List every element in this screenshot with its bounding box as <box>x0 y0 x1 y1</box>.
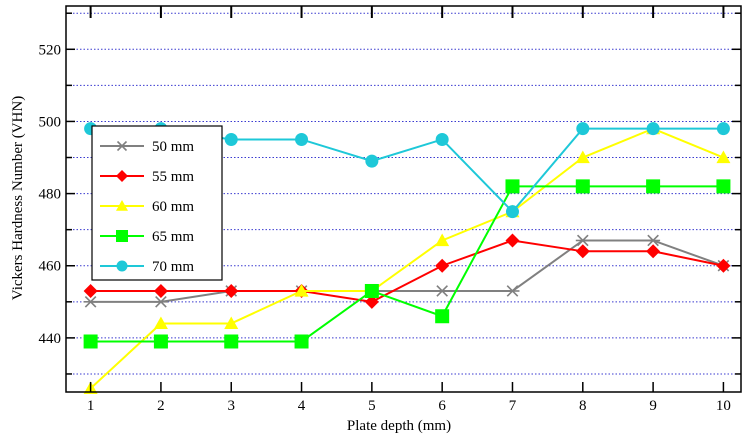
marker-square <box>646 179 661 194</box>
series-line <box>90 239 724 303</box>
marker-diamond <box>435 258 450 273</box>
series-layer <box>83 121 731 394</box>
marker-asterisk-stroke <box>436 285 448 297</box>
marker-circle <box>505 205 519 219</box>
marker-square <box>716 179 731 194</box>
y-tick-label: 520 <box>39 42 62 58</box>
y-axis-title: Vickers Hardness Number (VHN) <box>10 96 26 300</box>
marker-asterisk-stroke <box>116 140 128 152</box>
legend-label: 60 mm <box>152 199 194 215</box>
x-tick-label: 7 <box>509 398 517 414</box>
marker-diamond <box>646 244 661 259</box>
marker-square <box>294 334 309 349</box>
marker-triangle <box>435 233 450 247</box>
marker-asterisk-stroke <box>647 234 659 247</box>
marker-triangle <box>716 150 731 164</box>
series-line <box>90 185 724 343</box>
marker-triangle <box>153 316 168 330</box>
marker-triangle <box>294 283 309 297</box>
marker-diamond <box>116 170 128 182</box>
legend-label: 70 mm <box>152 259 194 275</box>
marker-circle <box>116 260 128 272</box>
marker-triangle <box>224 316 239 330</box>
marker-triangle <box>575 150 590 164</box>
marker-asterisk-stroke <box>506 285 519 297</box>
marker-diamond <box>364 294 379 309</box>
y-tick-label: 480 <box>39 187 62 203</box>
marker-diamond <box>505 233 520 248</box>
marker-diamond <box>224 283 239 298</box>
legend-box <box>91 125 223 281</box>
marker-diamond <box>153 283 168 298</box>
legend: 50 mm 55 mm 60 mm 65 mm 70 mm <box>91 125 223 281</box>
legend-item: 70 mm <box>100 259 194 275</box>
legend-item: 60 mm <box>100 199 194 215</box>
plot-border <box>65 5 742 393</box>
marker-square <box>153 334 168 349</box>
legend-label: 55 mm <box>152 169 194 185</box>
x-tick-label: 10 <box>716 398 731 414</box>
x-axis-title: Plate depth (mm) <box>347 418 451 434</box>
marker-asterisk-stroke <box>576 234 589 247</box>
x-tick-label: 3 <box>227 398 235 414</box>
legend-label: 65 mm <box>152 229 194 245</box>
marker-circle <box>716 122 730 136</box>
plot-frame <box>65 5 742 393</box>
x-tick-label: 8 <box>579 398 587 414</box>
x-tick-label: 5 <box>368 398 376 414</box>
series-55-mm <box>83 233 731 309</box>
marker-circle <box>646 122 660 136</box>
marker-square <box>505 179 520 194</box>
legend-item: 55 mm <box>100 169 194 185</box>
x-tick-label: 1 <box>87 398 95 414</box>
legend-label: 50 mm <box>152 139 194 155</box>
marker-square <box>435 309 450 324</box>
x-tick-label: 2 <box>157 398 165 414</box>
series-line <box>90 239 724 303</box>
marker-diamond <box>575 244 590 259</box>
marker-circle <box>365 154 379 168</box>
marker-triangle <box>116 200 128 211</box>
marker-circle <box>295 132 309 146</box>
marker-diamond <box>716 258 731 273</box>
marker-circle <box>576 122 590 136</box>
y-tick-label: 460 <box>39 259 62 275</box>
marker-square <box>224 334 239 349</box>
axis-ticks: 1 2 3 4 5 6 7 8 9 10 440 460 480 500 520 <box>39 6 741 414</box>
marker-asterisk-stroke <box>155 295 167 308</box>
marker-asterisk-stroke <box>84 295 97 308</box>
legend-item: 65 mm <box>100 229 194 245</box>
series-line <box>89 127 724 390</box>
x-tick-label: 9 <box>649 398 657 414</box>
marker-diamond <box>83 283 98 298</box>
marker-circle <box>224 132 238 146</box>
marker-circle <box>435 132 449 146</box>
x-tick-label: 6 <box>438 398 446 414</box>
marker-square <box>83 334 98 349</box>
x-tick-label: 4 <box>298 398 306 414</box>
y-tick-label: 500 <box>39 114 62 130</box>
legend-item: 50 mm <box>100 139 194 155</box>
marker-square <box>116 230 128 242</box>
marker-square <box>364 283 379 298</box>
y-tick-label: 440 <box>39 331 62 347</box>
marker-square <box>575 179 590 194</box>
series-65-mm <box>83 179 731 349</box>
